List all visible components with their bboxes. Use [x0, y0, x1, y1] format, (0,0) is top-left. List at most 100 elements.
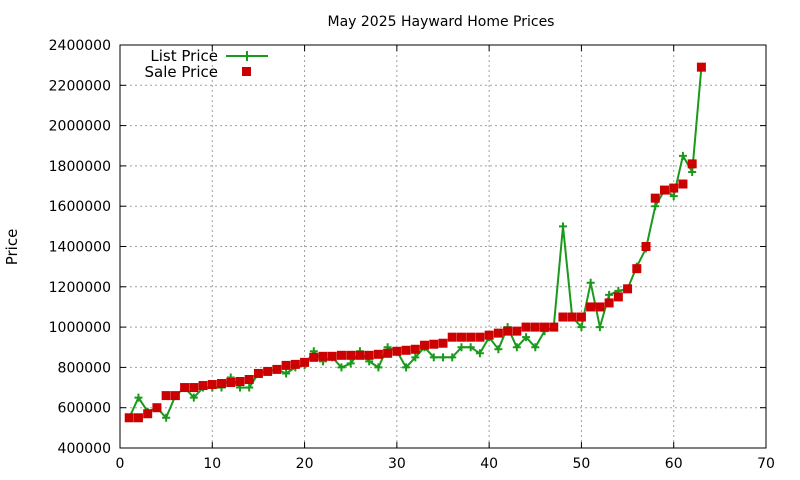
list-price-point [346, 359, 355, 368]
sale-price-point [678, 179, 688, 189]
list-price-point [651, 202, 660, 211]
list-price-point [669, 192, 678, 201]
sale-price-point [549, 322, 559, 332]
x-tick-label: 30 [388, 456, 406, 472]
sale-price-point [327, 351, 337, 361]
sale-price-point [595, 302, 605, 312]
y-axis-label: Price [3, 229, 21, 266]
list-price-point [688, 167, 697, 176]
list-price-point [595, 323, 604, 332]
list-price-point [457, 343, 466, 352]
sale-price-point [392, 346, 402, 356]
x-tick-label: 40 [480, 456, 498, 472]
legend: List Price Sale Price [145, 47, 268, 81]
list-price-point [189, 393, 198, 402]
chart-title: May 2025 Hayward Home Prices [328, 14, 555, 30]
sale-price-point [466, 332, 476, 342]
sale-price-point [253, 368, 263, 378]
list-price-point [475, 349, 484, 358]
sale-price-point [586, 302, 596, 312]
x-tick-label: 10 [203, 456, 221, 472]
sale-price-point [152, 403, 162, 413]
x-tick-label: 60 [665, 456, 683, 472]
list-price-point [429, 353, 438, 362]
y-tick-label: 1200000 [49, 280, 111, 296]
sale-price-point [558, 312, 568, 322]
list-price-line [128, 67, 703, 419]
sale-price-point [226, 378, 236, 388]
list-price-point [678, 151, 687, 160]
y-tick-label: 1600000 [49, 199, 111, 215]
sale-price-point [696, 62, 706, 72]
y-tick-label: 600000 [58, 401, 111, 417]
sale-price-point [604, 298, 614, 308]
list-price-point [162, 413, 171, 422]
sale-price-point [189, 383, 199, 393]
sale-price-point [235, 377, 245, 387]
x-tick-label: 0 [116, 456, 125, 472]
list-price-point [577, 323, 586, 332]
sale-price-point [143, 409, 153, 419]
list-price-point [282, 369, 291, 378]
x-tick-label: 70 [757, 456, 775, 472]
list-price-point [411, 353, 420, 362]
sale-price-point [632, 264, 642, 274]
sale-price-point [355, 350, 365, 360]
sale-price-point [161, 391, 171, 401]
sale-price-point [429, 339, 439, 349]
sale-price-point [475, 332, 485, 342]
sale-price-point [484, 330, 494, 340]
sale-price-point [170, 391, 180, 401]
sale-price-point [659, 185, 669, 195]
y-tick-label: 1400000 [49, 240, 111, 256]
sale-price-point [687, 159, 697, 169]
sale-price-point [447, 332, 457, 342]
sale-price-point [281, 360, 291, 370]
sale-price-point [318, 351, 328, 361]
sale-price-point [410, 344, 420, 354]
sale-price-point [623, 284, 633, 294]
legend-marker-list-price [242, 51, 252, 61]
sale-price-point [198, 381, 208, 391]
y-tick-label: 2400000 [49, 38, 111, 54]
sale-price-point [420, 340, 430, 350]
sale-price-point [540, 322, 550, 332]
y-tick-label: 2200000 [49, 78, 111, 94]
sale-price-point [576, 312, 586, 322]
sale-price-point [300, 357, 310, 367]
list-price-point [522, 333, 531, 342]
sale-price-point [401, 345, 411, 355]
sale-price-point [512, 326, 522, 336]
sale-price-point [669, 183, 679, 193]
sale-price-point [124, 413, 134, 423]
sale-price-point [207, 380, 217, 390]
y-tick-label: 1800000 [49, 159, 111, 175]
legend-marker-sale-price [242, 67, 251, 76]
y-tick-label: 400000 [58, 441, 111, 457]
sale-price-point [346, 350, 356, 360]
list-price-point [402, 363, 411, 372]
sale-price-point [641, 242, 651, 251]
sale-price-point [217, 379, 227, 389]
list-price-point [466, 343, 475, 352]
series-sale-price [124, 62, 706, 423]
y-tick-label: 800000 [58, 360, 111, 376]
sale-price-point [336, 350, 346, 360]
sale-price-point [263, 366, 273, 376]
sale-price-point [272, 364, 282, 374]
list-price-point [374, 363, 383, 372]
sale-price-point [521, 322, 531, 332]
legend-label-sale-price: Sale Price [145, 63, 218, 81]
sale-price-point [438, 338, 448, 348]
sale-price-point [503, 326, 513, 336]
sale-price-point [493, 328, 503, 338]
legend-label-list-price: List Price [150, 47, 218, 65]
sale-price-point [613, 292, 623, 302]
list-price-point [245, 383, 254, 392]
sale-price-point [133, 413, 143, 423]
list-price-point [558, 222, 567, 231]
list-price-point [337, 363, 346, 372]
sale-price-point [364, 350, 374, 360]
sale-price-point [530, 322, 540, 332]
